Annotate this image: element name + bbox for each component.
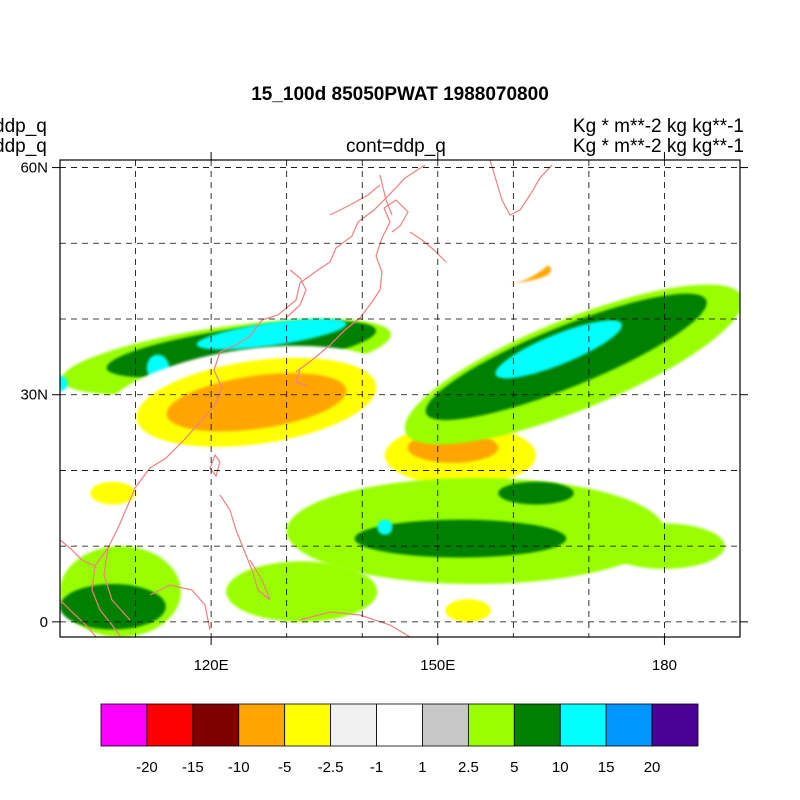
contour-region-4 <box>60 160 227 327</box>
x-tick-label-0: 120E <box>194 657 229 674</box>
contour-region-20 <box>495 320 622 379</box>
coastline-kamchatka <box>489 160 553 216</box>
coastline-taiwan <box>209 453 221 478</box>
colorbar-swatch-2 <box>192 703 240 747</box>
colorbar-label-9: 10 <box>552 759 569 776</box>
coastline-borneo <box>149 584 211 631</box>
contour-region-26 <box>60 584 166 630</box>
right-string-2: Kg * m**-2 kg kg**-1 <box>572 136 744 157</box>
plot-frame <box>59 159 741 638</box>
coastline-korea <box>285 269 307 319</box>
x-tick-label-1: 150E <box>420 657 455 674</box>
contour-region-14 <box>166 373 347 432</box>
colorbar-label-10: 15 <box>598 759 615 776</box>
coastline-sakhalin <box>379 174 393 216</box>
right-string-1: Kg * m**-2 kg kg**-1 <box>572 116 744 137</box>
colorbar-swatch-5 <box>330 703 377 747</box>
left-string-2: ddp_q <box>0 136 47 157</box>
coastline-sumatra <box>60 599 97 637</box>
colorbar-swatch-3 <box>238 703 286 747</box>
contour-region-27 <box>90 481 136 505</box>
y-tick-label-1: 30N <box>20 387 48 404</box>
colorbar: -20 -15 -10 -5 -2.5 -1 1 2.5 5 10 15 20 <box>100 703 699 776</box>
colorbar-swatch-10 <box>559 703 607 747</box>
coastline-indochina <box>91 547 131 637</box>
colorbar-label-2: -10 <box>228 759 250 776</box>
x-tick-label-2: 180 <box>652 657 677 674</box>
contour-region-23 <box>498 481 574 505</box>
colorbar-label-11: 20 <box>644 759 661 776</box>
colorbar-swatch-9 <box>513 703 561 747</box>
colorbar-label-4: -2.5 <box>318 759 344 776</box>
colorbar-label-0: -20 <box>136 759 158 776</box>
coastline-hokkaido <box>383 199 409 233</box>
coastline-okhotsk <box>329 184 381 216</box>
contour-region-9 <box>196 318 347 350</box>
y-tick-label-2: 60N <box>20 160 48 177</box>
center-string: cont=ddp_q <box>346 136 446 157</box>
colorbar-label-7: 2.5 <box>458 759 479 776</box>
contour-region-28 <box>445 599 491 622</box>
colorbar-label-3: -5 <box>278 759 291 776</box>
colorbar-label-6: 1 <box>418 759 426 776</box>
coastline-philippines <box>219 494 271 601</box>
contour-region-6 <box>573 213 740 304</box>
left-string-1: ddp_q <box>0 116 47 137</box>
contour-region-24 <box>377 519 393 535</box>
colorbar-swatch-0 <box>100 703 148 747</box>
colorbar-swatch-8 <box>467 703 515 747</box>
contour-region-29 <box>226 561 378 622</box>
colorbar-swatch-6 <box>376 703 423 747</box>
colorbar-swatch-11 <box>605 703 653 747</box>
graticule-layer <box>60 160 740 637</box>
coastline-kurils <box>409 231 447 263</box>
colorbar-swatch-12 <box>651 703 699 747</box>
coastline-new-guinea <box>299 611 411 637</box>
colorbar-label-8: 5 <box>510 759 518 776</box>
chart-title: 15_100d 85050PWAT 1988070800 <box>251 84 549 105</box>
contour-region-11 <box>60 375 68 391</box>
colorbar-swatch-1 <box>146 703 194 747</box>
colorbar-label-1: -15 <box>182 759 204 776</box>
y-tick-label-0: 0 <box>40 614 48 631</box>
axis-ticks-layer: 120E 150E 180 0 30N 60N <box>20 152 748 674</box>
coastline-asia-mainland <box>60 164 426 567</box>
colorbar-swatch-4 <box>284 703 332 747</box>
colorbar-swatch-7 <box>422 703 469 747</box>
colorbar-label-5: -1 <box>370 759 383 776</box>
coastline-layer <box>60 160 553 637</box>
contour-fill-layer <box>60 160 740 637</box>
coastline-japan <box>295 207 391 387</box>
